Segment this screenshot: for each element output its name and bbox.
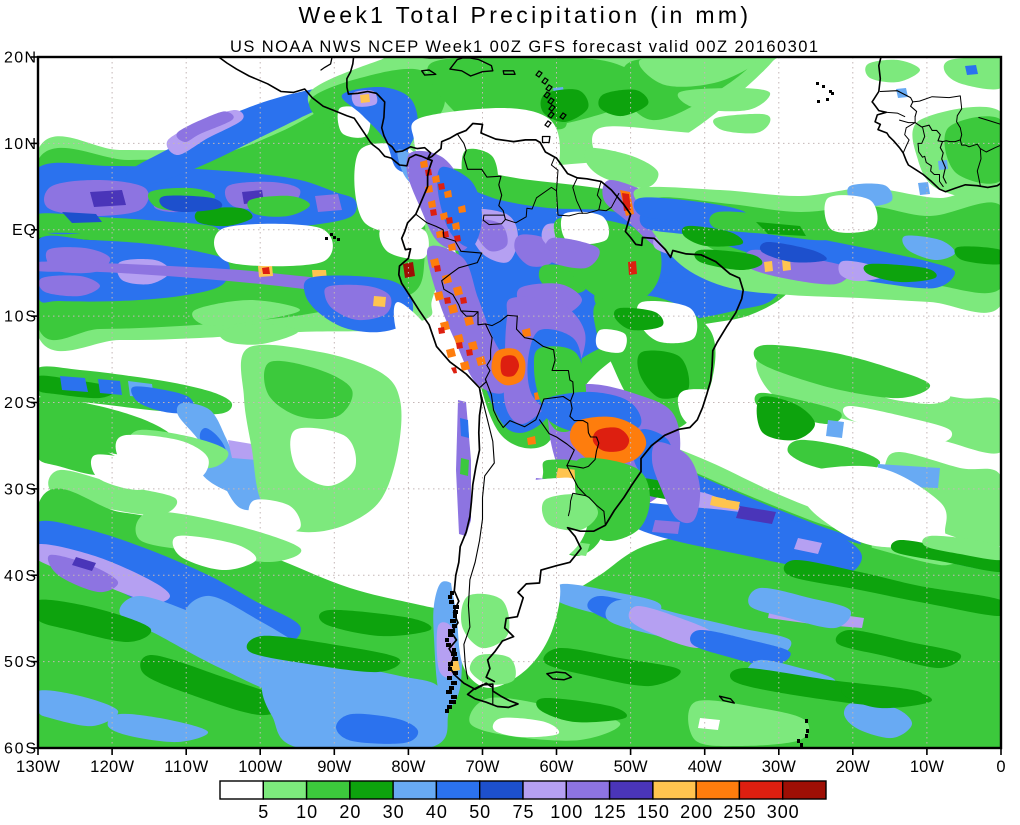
svg-text:60W: 60W <box>540 758 574 776</box>
svg-text:300: 300 <box>767 802 799 820</box>
svg-text:90W: 90W <box>317 758 351 776</box>
svg-text:US NOAA NWS NCEP Week1 00Z GFS: US NOAA NWS NCEP Week1 00Z GFS forecast … <box>230 38 818 56</box>
svg-text:50: 50 <box>469 802 490 820</box>
svg-text:0: 0 <box>996 758 1005 776</box>
svg-text:20W: 20W <box>836 758 870 776</box>
svg-text:10W: 10W <box>910 758 944 776</box>
svg-text:130W: 130W <box>16 758 60 776</box>
svg-text:50W: 50W <box>614 758 648 776</box>
svg-text:30: 30 <box>383 802 404 820</box>
svg-text:10: 10 <box>296 802 317 820</box>
svg-text:30S: 30S <box>4 481 36 498</box>
svg-text:EQ: EQ <box>12 222 36 239</box>
svg-text:70W: 70W <box>466 758 500 776</box>
svg-text:40W: 40W <box>688 758 722 776</box>
svg-text:150: 150 <box>637 802 669 820</box>
svg-text:200: 200 <box>680 802 712 820</box>
svg-text:100: 100 <box>550 802 582 820</box>
svg-text:30W: 30W <box>762 758 796 776</box>
svg-text:40S: 40S <box>4 568 36 585</box>
svg-text:50S: 50S <box>4 654 36 671</box>
svg-text:10S: 10S <box>4 309 36 326</box>
svg-text:125: 125 <box>594 802 626 820</box>
svg-text:5: 5 <box>258 802 268 820</box>
svg-text:75: 75 <box>513 802 534 820</box>
svg-text:20S: 20S <box>4 395 36 412</box>
svg-text:110W: 110W <box>164 758 208 776</box>
svg-text:20: 20 <box>339 802 360 820</box>
svg-text:250: 250 <box>723 802 755 820</box>
svg-text:120W: 120W <box>90 758 134 776</box>
svg-text:Week1 Total Precipitation (in: Week1 Total Precipitation (in mm) <box>299 2 750 28</box>
svg-text:60S: 60S <box>4 741 36 758</box>
svg-text:10N: 10N <box>4 136 36 153</box>
svg-text:100W: 100W <box>238 758 282 776</box>
svg-text:40: 40 <box>426 802 447 820</box>
svg-text:80W: 80W <box>391 758 425 776</box>
svg-text:20N: 20N <box>4 50 36 67</box>
